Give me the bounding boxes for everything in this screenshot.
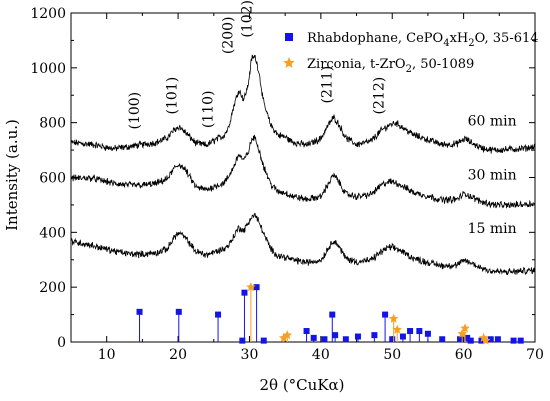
zirconia-ref-marker: [460, 323, 470, 333]
rhabdophane-ref-marker: [321, 336, 328, 343]
reference-lines: [136, 282, 524, 345]
x-tick-label: 30: [241, 347, 259, 363]
x-tick-label: 60: [455, 347, 473, 363]
rhabdophane-ref-marker: [253, 284, 260, 291]
xrd-pattern-line: [70, 134, 536, 209]
rhabdophane-ref-marker: [329, 311, 336, 318]
rhabdophane-ref-marker: [389, 336, 396, 343]
hkl-label: (101): [165, 77, 181, 115]
x-tick-label: 10: [98, 347, 116, 363]
rhabdophane-ref-marker: [439, 336, 446, 343]
rhabdophane-ref-marker: [464, 334, 471, 341]
rhabdophane-ref-marker: [399, 333, 406, 340]
hkl-label: (211): [320, 66, 336, 104]
x-axis-title: 2θ (°CuKα): [259, 376, 344, 394]
hkl-label: (212): [372, 77, 388, 115]
hkl-label: (200): [220, 16, 236, 54]
legend: Rhabdophane, CePO4xH2O, 35-614 Zirconia, …: [283, 31, 539, 75]
hkl-label: (110): [200, 90, 216, 128]
x-tick-label: 20: [169, 347, 187, 363]
xrd-pattern-line: [70, 212, 536, 276]
rhabdophane-ref-marker: [215, 311, 222, 318]
zirconia-ref-marker: [388, 313, 399, 323]
zirconia-ref-marker: [480, 335, 491, 345]
rhabdophane-ref-marker: [310, 334, 317, 341]
y-tick-label: 1200: [30, 6, 66, 22]
rhabdophane-ref-marker: [332, 332, 339, 339]
y-axis: 0 200 400 600 800 1000 1200: [30, 6, 535, 351]
zirconia-ref-marker: [246, 282, 256, 292]
series-time-label: 30 min: [468, 168, 517, 184]
rhabdophane-ref-marker: [354, 333, 361, 340]
y-tick-label: 1000: [30, 61, 66, 77]
rhabdophane-ref-marker: [407, 328, 414, 335]
hkl-label: (100): [127, 92, 143, 130]
hkl-labels: (100) (101) (110) (200) (102) (211) (212): [127, 0, 388, 130]
legend-square-marker: [285, 33, 293, 41]
rhabdophane-ref-marker: [494, 336, 501, 343]
y-axis-title: Intensity (a.u.): [3, 119, 21, 231]
y-tick-label: 200: [39, 280, 66, 296]
time-labels: 60 min 30 min 15 min: [468, 113, 517, 236]
x-tick-label: 50: [383, 347, 401, 363]
y-tick-label: 800: [39, 116, 66, 132]
rhabdophane-ref-marker: [487, 336, 494, 343]
x-tick-label: 70: [526, 347, 544, 363]
rhabdophane-ref-marker: [371, 332, 378, 339]
rhabdophane-ref-marker: [510, 337, 517, 344]
zirconia-ref-marker: [392, 324, 402, 334]
rhabdophane-ref-marker: [517, 337, 524, 344]
legend-star-marker: [283, 57, 295, 68]
rhabdophane-ref-marker: [136, 308, 143, 315]
xrd-patterns: [70, 54, 536, 276]
rhabdophane-ref-marker: [424, 330, 431, 337]
zirconia-ref-marker: [278, 332, 289, 342]
y-tick-label: 600: [39, 171, 66, 187]
x-tick-label: 40: [312, 347, 330, 363]
rhabdophane-ref-marker: [467, 337, 474, 344]
series-time-label: 60 min: [468, 113, 517, 129]
x-axis: 10 20 30 40 50 60 70: [70, 13, 544, 363]
rhabdophane-ref-marker: [303, 328, 310, 335]
rhabdophane-ref-marker: [175, 308, 182, 315]
rhabdophane-ref-marker: [342, 336, 349, 343]
rhabdophane-ref-marker: [382, 311, 389, 318]
rhabdophane-ref-marker: [239, 337, 246, 344]
legend-text-zirconia: Zirconia, t-ZrO2, 50-1089: [307, 57, 474, 75]
legend-text-rhabdophane: Rhabdophane, CePO4xH2O, 35-614: [307, 31, 539, 49]
y-tick-label: 400: [39, 225, 66, 241]
rhabdophane-ref-marker: [241, 289, 248, 296]
rhabdophane-ref-marker: [416, 328, 423, 335]
zirconia-ref-marker: [282, 330, 293, 340]
rhabdophane-ref-marker: [260, 337, 267, 344]
hkl-label: (102): [240, 0, 256, 38]
series-time-label: 15 min: [468, 221, 517, 237]
y-tick-label: 0: [57, 335, 66, 351]
xrd-pattern-line: [70, 54, 536, 154]
rhabdophane-ref-marker: [457, 336, 464, 343]
